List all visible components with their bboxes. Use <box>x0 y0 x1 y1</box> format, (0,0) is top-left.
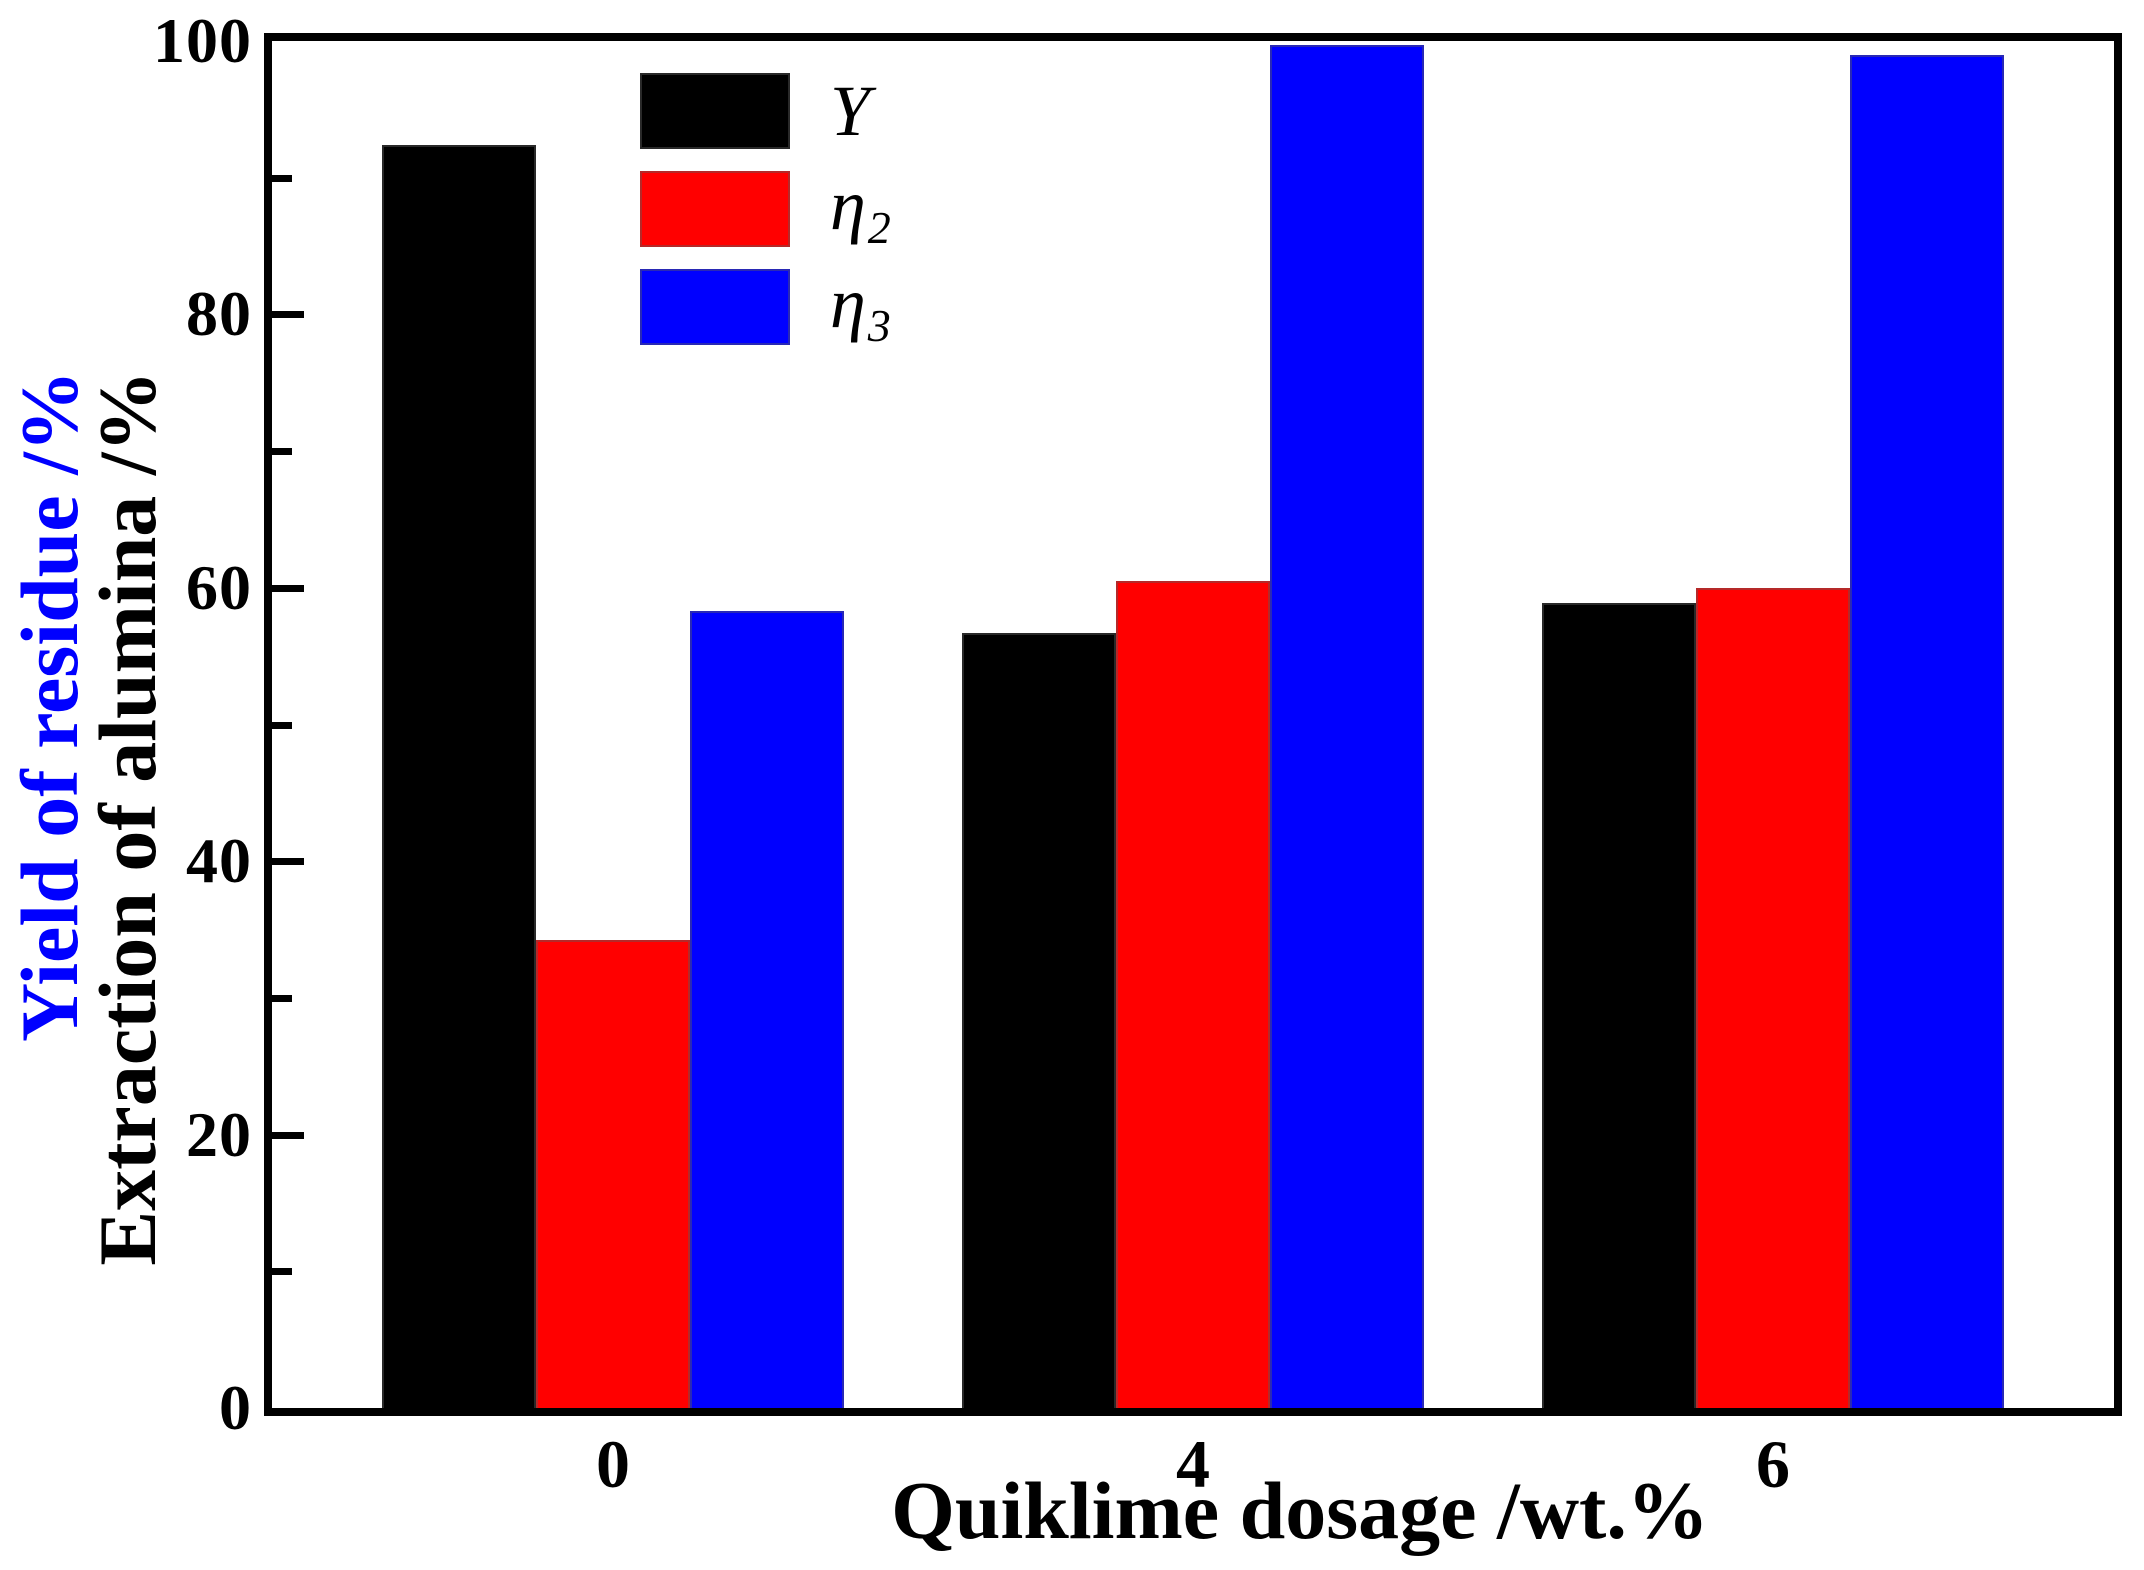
legend-item-η2: η2 <box>640 167 891 253</box>
plot-area <box>264 33 2122 1416</box>
bar-Y-x6 <box>1542 603 1696 1408</box>
y-tick-50 <box>272 722 292 729</box>
legend-label-η3: η3 <box>830 262 891 351</box>
bar-η3-x4 <box>1270 45 1424 1408</box>
y-tick-80 <box>272 311 304 318</box>
bar-η3-x6 <box>1850 55 2004 1408</box>
y-tick-90 <box>272 175 292 182</box>
y-tick-20 <box>272 1132 304 1139</box>
legend-swatch-η3 <box>640 269 790 345</box>
x-tick-label-4: 4 <box>1176 1426 1210 1502</box>
y-tick-30 <box>272 995 292 1002</box>
legend-item-Y: Y <box>640 73 870 149</box>
bar-η2-x0 <box>536 940 690 1408</box>
x-axis-title: Quiklime dosage /wt.% <box>891 1465 1709 1556</box>
legend-swatch-η2 <box>640 171 790 247</box>
x-tick-label-6: 6 <box>1756 1426 1790 1502</box>
y-tick-label-40: 40 <box>186 825 252 896</box>
y-tick-label-0: 0 <box>219 1372 252 1443</box>
bar-Y-x4 <box>962 633 1116 1408</box>
bar-η2-x6 <box>1696 588 1850 1408</box>
y-tick-70 <box>272 448 292 455</box>
y-tick-label-100: 100 <box>153 5 252 76</box>
legend-label-η2: η2 <box>830 164 891 253</box>
y-tick-60 <box>272 585 304 592</box>
legend-swatch-Y <box>640 73 790 149</box>
legend-label-Y: Y <box>830 71 871 151</box>
legend-item-η3: η3 <box>640 265 891 351</box>
bar-Y-x0 <box>382 145 536 1408</box>
y-tick-label-80: 80 <box>186 278 252 349</box>
y-tick-label-20: 20 <box>186 1099 252 1170</box>
bar-η3-x0 <box>690 611 844 1408</box>
y-axis-title-yield-of-residue: Yield of residue /% <box>4 370 95 1042</box>
y-tick-40 <box>272 858 304 865</box>
y-tick-10 <box>272 1268 292 1275</box>
x-tick-label-0: 0 <box>596 1426 630 1502</box>
y-tick-label-60: 60 <box>186 552 252 623</box>
bar-η2-x4 <box>1116 581 1270 1408</box>
